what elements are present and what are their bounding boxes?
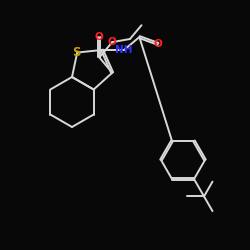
Text: O: O [154, 39, 162, 49]
Text: O: O [108, 37, 116, 47]
Text: S: S [72, 46, 80, 59]
Text: NH: NH [115, 45, 133, 55]
Text: O: O [95, 32, 104, 42]
